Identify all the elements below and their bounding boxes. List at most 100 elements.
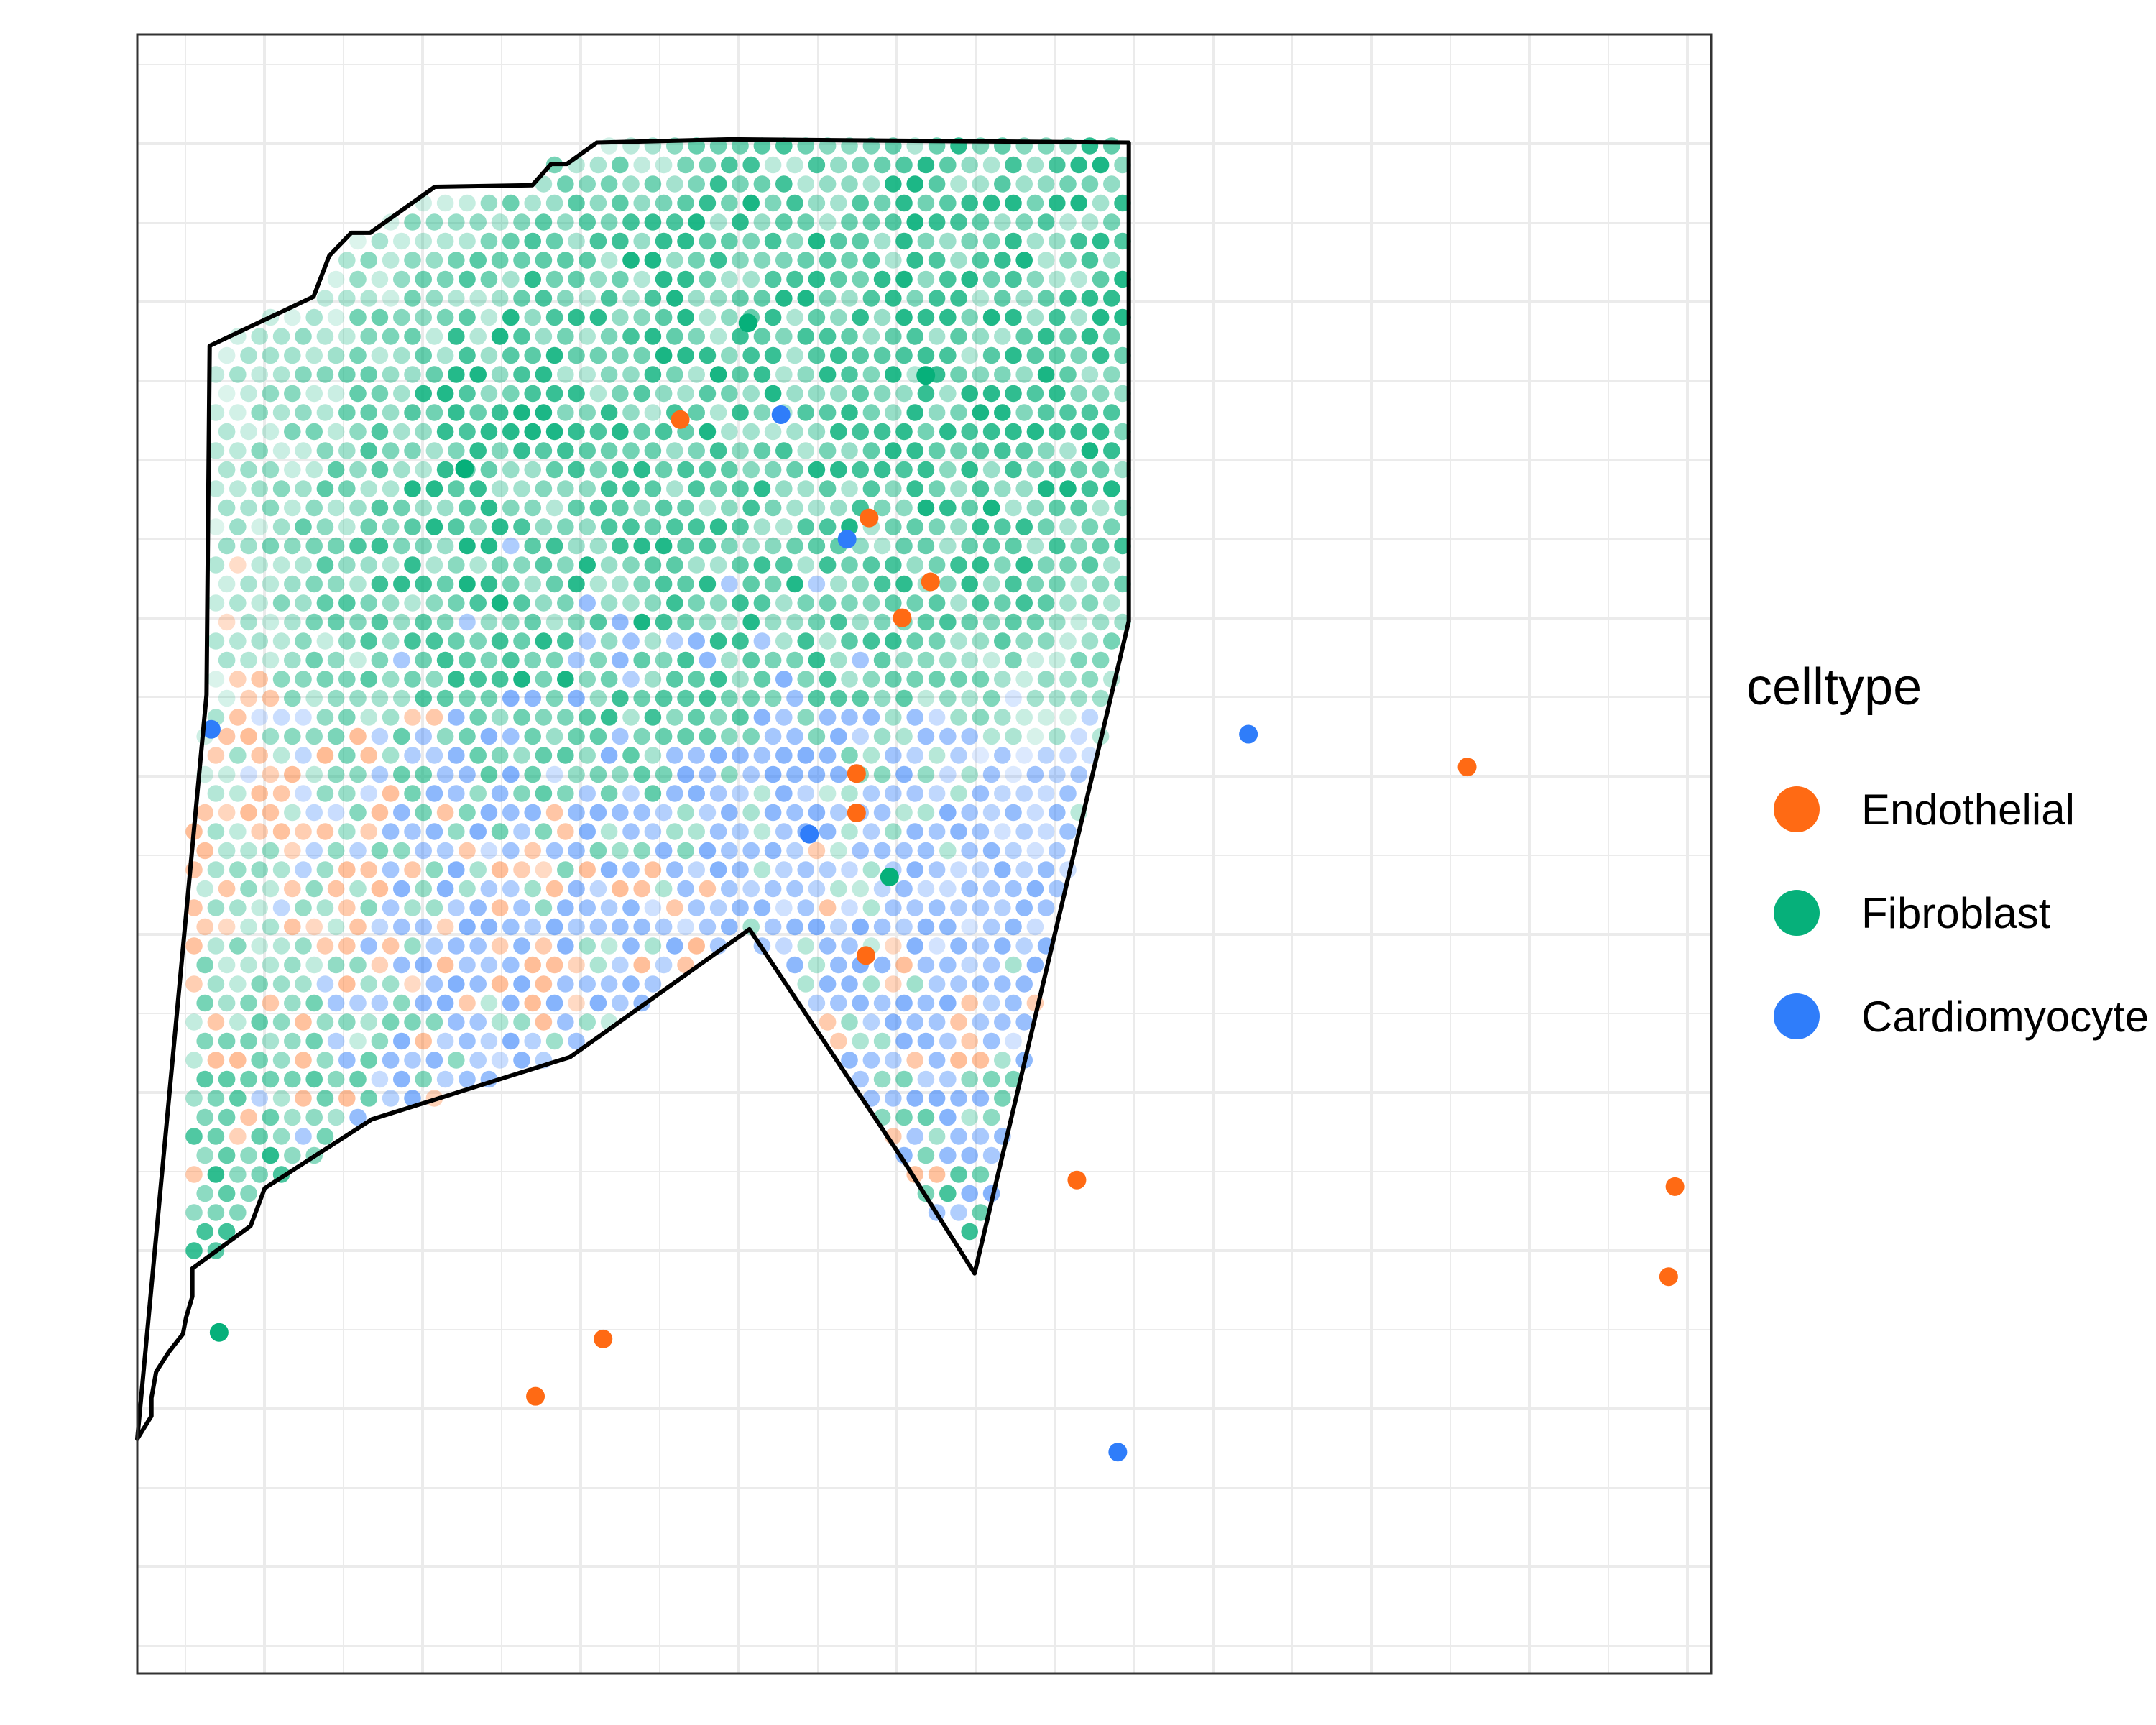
spot [644,709,662,726]
spot [1103,480,1120,497]
spot [415,461,432,479]
spot [677,308,694,326]
spot [382,594,400,612]
spot [994,937,1011,954]
spot [535,747,553,764]
spot [251,594,269,612]
spot [775,671,793,688]
spot [1049,575,1066,593]
spot [545,956,563,974]
spot [994,1013,1011,1031]
spot [873,727,891,745]
spot [513,442,530,459]
spot [1103,137,1120,155]
spot [994,366,1011,383]
spot [742,651,760,669]
spot [862,1013,880,1031]
spot [393,385,410,402]
spot [272,404,290,421]
spot [393,346,410,364]
spot [338,1013,356,1031]
spot [830,613,847,631]
spot [808,689,826,707]
spot [906,518,923,535]
spot [589,423,607,441]
spot [699,499,717,517]
spot [709,366,727,383]
spot [677,651,694,669]
spot [732,899,749,916]
spot [895,918,913,936]
spot [732,594,749,612]
spot [448,785,465,802]
spot [709,175,727,193]
spot [218,842,236,860]
spot [1092,194,1110,212]
spot [338,861,356,878]
spot [972,175,990,193]
spot [775,518,793,535]
spot-fibroblast [738,313,757,333]
spot [982,842,1000,860]
spot [338,823,356,840]
spot [939,918,957,936]
spot [284,918,301,936]
spot [939,1146,957,1164]
spot [841,442,858,459]
spot [721,156,738,174]
spot [939,956,957,974]
spot [295,366,312,383]
spot [262,842,280,860]
spot [415,765,432,783]
spot [491,1013,509,1031]
spot [753,785,771,802]
spot-fibroblast [455,459,474,479]
spot [677,156,694,174]
spot [644,594,662,612]
spot [425,785,443,802]
spot [218,689,236,707]
spot [545,423,563,441]
spot [961,994,978,1012]
spot [1026,575,1044,593]
spot [404,823,421,840]
spot [491,252,509,269]
spot [272,518,290,535]
spot [732,252,749,269]
spot [425,213,443,231]
spot [852,613,869,631]
spot [1059,328,1077,345]
spot [655,308,673,326]
spot [928,442,946,459]
spot [229,899,247,916]
spot [1005,423,1022,441]
spot [349,651,367,669]
spot [218,1108,236,1126]
spot [448,747,465,764]
spot [885,518,902,535]
spot [502,689,520,707]
spot [349,461,367,479]
spot [699,880,717,898]
spot [327,575,345,593]
spot [688,861,705,878]
spot [808,537,826,555]
spot [469,213,487,231]
spot [862,404,880,421]
spot [524,651,541,669]
spot [677,765,694,783]
spot [742,385,760,402]
spot-cardiomyocyte [1239,724,1258,744]
spot [196,1032,214,1050]
spot [742,423,760,441]
spot [830,308,847,326]
spot [885,937,902,954]
spot [382,937,400,954]
spot [655,194,673,212]
spot [655,270,673,288]
spot [972,861,990,878]
spot [338,785,356,802]
spot [852,575,869,593]
spot [644,252,662,269]
spot [229,937,247,954]
